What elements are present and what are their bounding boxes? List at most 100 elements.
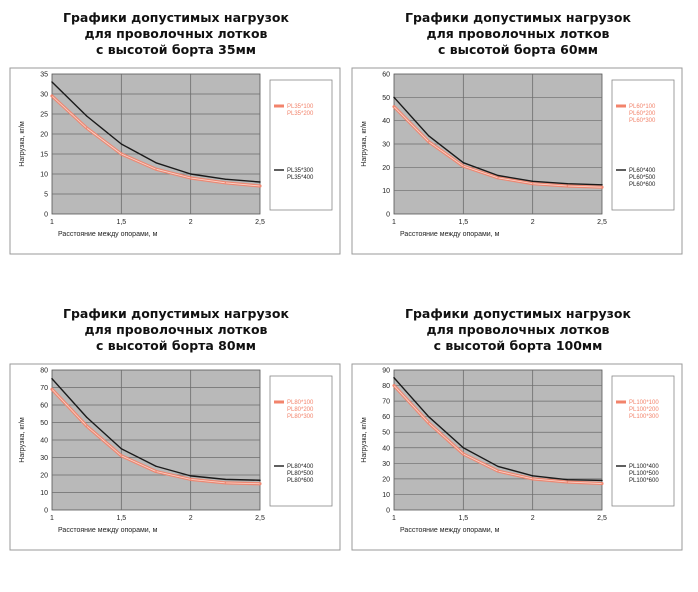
data-point (51, 388, 53, 390)
data-point (428, 416, 430, 418)
data-point (428, 135, 430, 137)
legend-label: PL80*600 (287, 478, 314, 484)
y-axis-label: Нагрузка, кг/м (19, 417, 26, 463)
legend-label: PL80*300 (287, 414, 314, 420)
data-point (51, 81, 53, 83)
data-point (497, 174, 499, 177)
data-point (532, 478, 534, 480)
y-tick-label: 70 (40, 385, 48, 392)
legend-box (269, 79, 333, 211)
legend-label: PL100*500 (629, 471, 659, 477)
data-point (259, 185, 261, 187)
y-tick-label: 50 (382, 95, 390, 102)
chart-title-line-3: с высотой борта 80мм (95, 338, 257, 353)
y-tick-label: 0 (386, 212, 390, 219)
x-tick-label: 2 (531, 515, 535, 522)
x-tick-label: 2 (189, 515, 193, 522)
x-axis-label: Расстояние между опорами, м (400, 527, 500, 534)
data-point (155, 162, 157, 164)
x-tick-label: 1,5 (116, 219, 126, 226)
legend-label: PL80*400 (287, 464, 314, 470)
chart-100-svg: 0 10 20 30 40 50 60 70 80 90 1 1,5 2 2,5 Расстояние ме… (351, 363, 683, 551)
data-point (224, 478, 226, 480)
y-axis-label: Нагрузка, кг/м (361, 417, 368, 463)
data-point (190, 173, 192, 175)
data-point (601, 184, 603, 186)
legend-label: PL100*100 (629, 400, 659, 406)
y-tick-label: 40 (40, 438, 48, 445)
data-point (224, 178, 226, 180)
y-tick-label: 30 (40, 92, 48, 99)
data-point (566, 183, 568, 185)
y-tick-label: 60 (382, 72, 390, 79)
data-point (155, 168, 157, 170)
y-tick-label: 80 (382, 383, 390, 390)
chart-60-svg: 0 10 20 30 40 50 60 1 1,5 2 2,5 Расстояние между оп… (351, 67, 683, 255)
legend-label: PL35*100 (287, 104, 314, 110)
data-point (462, 453, 464, 455)
legend-label: PL80*200 (287, 407, 314, 413)
data-point (393, 384, 395, 387)
data-point (259, 181, 261, 183)
y-tick-label: 20 (40, 132, 48, 139)
data-point (86, 127, 88, 129)
data-point (462, 447, 464, 449)
y-tick-label: 70 (382, 399, 390, 406)
data-point (120, 143, 122, 145)
legend-label: PL100*400 (629, 464, 659, 470)
data-point (86, 115, 88, 117)
y-axis-label: Нагрузка, кг/м (19, 121, 26, 167)
x-tick-label: 1,5 (458, 219, 468, 226)
y-tick-label: 10 (40, 490, 48, 497)
x-tick-label: 2 (531, 219, 535, 226)
legend-box (269, 375, 333, 507)
y-tick-label: 15 (40, 152, 48, 159)
plot-area (393, 369, 603, 511)
chart-title-line-2: для проволочных лотков (84, 322, 268, 337)
data-point (190, 475, 192, 477)
data-point (497, 177, 499, 179)
chart-title-line-1: Графики допустимых нагрузок (63, 306, 289, 321)
data-point (155, 465, 157, 467)
x-tick-label: 2,5 (255, 515, 265, 522)
legend-label: PL100*600 (629, 478, 659, 484)
legend-label: PL80*500 (287, 471, 314, 477)
data-point (224, 482, 226, 484)
data-point (120, 455, 122, 457)
x-tick-label: 1 (392, 219, 396, 226)
y-tick-label: 20 (382, 165, 390, 172)
data-point (259, 479, 261, 481)
legend-label: PL60*600 (629, 182, 656, 188)
data-point (532, 183, 534, 185)
legend-label: PL80*100 (287, 400, 314, 406)
chart-panel-35: Графики допустимых нагрузок для проволоч… (6, 4, 346, 294)
y-tick-label: 80 (40, 368, 48, 375)
x-axis-label: Расстояние между опорами, м (58, 527, 158, 534)
y-tick-label: 10 (382, 492, 390, 499)
chart-panel-60: Графики допустимых нагрузок для проволоч… (348, 4, 688, 294)
legend-label: PL35*200 (287, 111, 314, 117)
data-point (497, 465, 499, 468)
data-point (393, 106, 395, 108)
data-point (393, 377, 395, 379)
data-point (601, 479, 603, 482)
legend-label: PL60*200 (629, 111, 656, 117)
y-tick-label: 5 (44, 192, 48, 199)
chart-panel-80: Графики допустимых нагрузок для проволоч… (6, 302, 346, 592)
y-tick-label: 90 (382, 368, 390, 375)
chart-title: Графики допустимых нагрузок для проволоч… (348, 10, 688, 58)
x-tick-label: 1,5 (116, 515, 126, 522)
data-point (155, 470, 157, 473)
data-point (428, 422, 430, 424)
legend-box (611, 79, 675, 211)
legend-box (611, 375, 675, 507)
data-point (601, 482, 603, 485)
data-point (259, 483, 261, 485)
y-tick-label: 30 (382, 142, 390, 149)
y-tick-label: 30 (40, 455, 48, 462)
y-axis-label: Нагрузка, кг/м (361, 121, 368, 167)
y-tick-label: 20 (382, 476, 390, 483)
x-tick-label: 2 (189, 219, 193, 226)
data-point (532, 180, 534, 182)
y-tick-label: 20 (40, 473, 48, 480)
